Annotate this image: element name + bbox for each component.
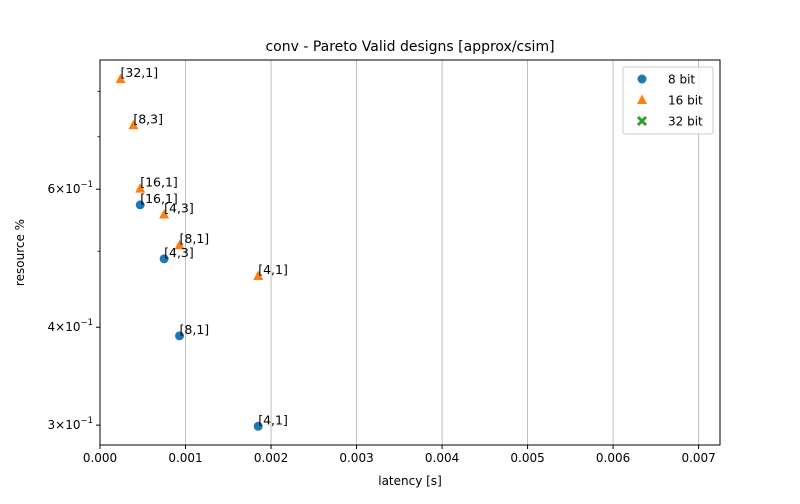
- x-tick-label: 0.003: [339, 451, 373, 465]
- data-point: [135, 200, 145, 210]
- data-point-label: [16,1]: [140, 175, 178, 190]
- data-point-label: [16,1]: [140, 191, 178, 206]
- chart-title: conv - Pareto Valid designs [approx/csim…: [265, 39, 554, 55]
- data-point: [253, 270, 264, 280]
- data-point: [174, 239, 185, 250]
- x-axis-ticks: 0.000 0.001 0.002 0.003 0.004 0.005 0.006 0.007: [83, 445, 716, 465]
- y-tick-label: 3×10−1: [48, 416, 94, 432]
- legend-marker: [636, 115, 648, 127]
- y-axis-ticks: 3×10−1 4×10−1 6×10−1: [48, 90, 100, 432]
- legend-label: 32 bit: [668, 115, 703, 129]
- y-tick-label: 4×10−1: [48, 318, 94, 334]
- data-point: [115, 73, 126, 84]
- legend-marker: [637, 94, 647, 104]
- data-point: [175, 331, 185, 341]
- x-tick-label: 0.005: [510, 451, 544, 465]
- data-point: [253, 421, 263, 431]
- data-point: [159, 254, 169, 264]
- x-axis-label: latency [s]: [378, 474, 442, 488]
- y-axis-label: resource %: [13, 219, 27, 286]
- legend-label: 8 bit: [668, 73, 695, 87]
- data-point-label: [32,1]: [121, 65, 159, 80]
- x-tick-label: 0.001: [168, 451, 202, 465]
- data-point-label: [8,1]: [180, 322, 210, 337]
- x-tick-label: 0.004: [425, 451, 459, 465]
- legend-marker: [637, 74, 647, 84]
- legend-label: 16 bit: [668, 94, 703, 108]
- data-point: [135, 183, 146, 193]
- grid-layer: [99, 60, 700, 445]
- data-point: [128, 119, 139, 130]
- data-point-label: [4,3]: [164, 245, 194, 260]
- x-tick-label: 0.006: [596, 451, 630, 465]
- data-point-label: [4,1]: [258, 262, 288, 277]
- legend: 8 bit 16 bit 32 bit: [622, 66, 714, 135]
- x-tick-label: 0.000: [83, 451, 117, 465]
- y-tick-label: 6×10−1: [48, 180, 94, 196]
- point-labels-layer: [16,1][4,3][8,1][4,1][32,1][8,3][16,1][4…: [121, 65, 288, 427]
- data-point: [159, 209, 170, 219]
- data-point-label: [4,1]: [258, 412, 288, 427]
- x-tick-label: 0.002: [254, 451, 288, 465]
- data-point-label: [8,3]: [133, 111, 163, 126]
- data-point-label: [8,1]: [180, 231, 210, 246]
- plot-frame: [99, 59, 721, 446]
- x-tick-label: 0.007: [681, 451, 715, 465]
- data-point-label: [4,3]: [164, 201, 194, 216]
- points-layer: [115, 73, 264, 431]
